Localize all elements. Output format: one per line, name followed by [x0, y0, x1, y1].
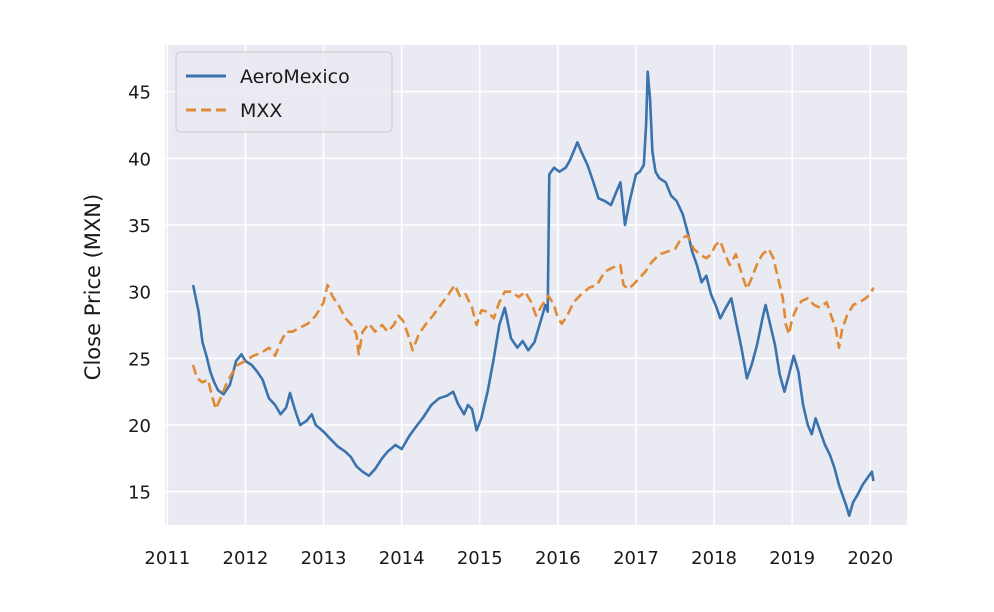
legend-box	[175, 51, 393, 133]
y-tick-label: 20	[128, 416, 151, 437]
y-tick-label: 15	[128, 483, 151, 504]
series-line-mxx	[191, 234, 875, 411]
x-tick-label: 2011	[144, 548, 190, 569]
y-tick-label: 35	[128, 216, 151, 237]
x-tick-label: 2018	[691, 548, 737, 569]
y-axis-ticks: 15 20 25 30 35 40 45	[128, 83, 151, 504]
legend: AeroMexico MXX	[175, 51, 393, 133]
x-tick-label: 2019	[769, 548, 815, 569]
x-tick-label: 2020	[847, 548, 893, 569]
x-tick-label: 2016	[535, 548, 581, 569]
x-tick-label: 2017	[613, 548, 659, 569]
x-tick-label: 2013	[301, 548, 347, 569]
y-tick-label: 30	[128, 283, 151, 304]
y-tick-label: 40	[128, 149, 151, 170]
legend-label-aeromexico: AeroMexico	[240, 66, 350, 88]
y-tick-label: 45	[128, 83, 151, 104]
x-tick-label: 2012	[223, 548, 269, 569]
x-tick-label: 2014	[379, 548, 425, 569]
y-axis-label: Close Price (MXN)	[81, 194, 105, 380]
series-line-aeromexico	[191, 70, 875, 517]
series-layer	[191, 70, 875, 517]
y-tick-label: 25	[128, 349, 151, 370]
x-tick-label: 2015	[457, 548, 503, 569]
legend-label-mxx: MXX	[240, 100, 282, 122]
x-axis-ticks: 2011 2012 2013 2014 2015 2016 2017 2018 2019 2020	[144, 548, 893, 569]
